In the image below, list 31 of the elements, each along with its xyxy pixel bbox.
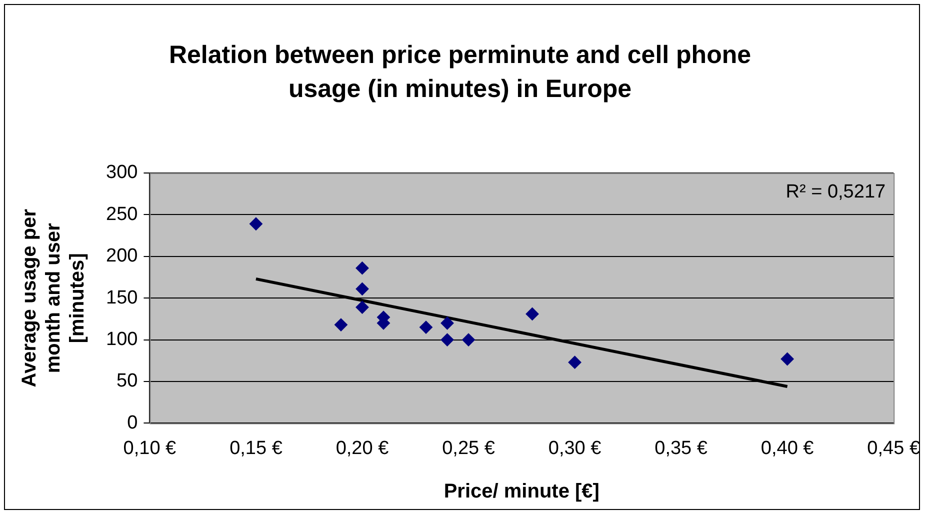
x-tick-label: 0,10 €: [123, 438, 177, 459]
point: [780, 352, 794, 366]
x-tick-label: 0,35 €: [654, 438, 708, 459]
point: [420, 320, 432, 334]
point: [526, 307, 539, 320]
point: [440, 316, 454, 330]
x-axis-title: Price/ minute [€]: [444, 480, 600, 503]
y-tick-label: 200: [106, 246, 138, 267]
y-tick-label: 50: [116, 370, 138, 392]
point: [440, 333, 454, 346]
x-tick-label: 0,40 €: [760, 438, 814, 459]
x-tick-label: 0,20 €: [336, 438, 390, 459]
point: [249, 217, 262, 230]
x-tick-label: 0,15 €: [230, 438, 283, 459]
point: [334, 318, 348, 332]
y-tick-label: 250: [106, 204, 138, 225]
y-axis-title: Average usage per month and user [minutes]: [18, 208, 89, 388]
x-tick-label: 0,25 €: [442, 438, 496, 459]
point: [356, 300, 369, 314]
point: [568, 356, 582, 369]
y-tick-label: 300: [106, 162, 138, 184]
point: [356, 282, 369, 296]
point: [462, 333, 476, 346]
chart-title: Relation between price perminute and cell phone usage (in minutes) in Europe: [168, 40, 752, 105]
annotation: R² = 0,5217: [786, 182, 886, 203]
point: [356, 262, 369, 275]
y-tick-label: 0: [127, 412, 138, 434]
y-tick-label: 150: [106, 287, 138, 308]
x-tick-label: 0,45 €: [867, 438, 920, 459]
x-tick-label: 0,30 €: [548, 438, 602, 459]
y-tick-label: 100: [106, 329, 138, 350]
